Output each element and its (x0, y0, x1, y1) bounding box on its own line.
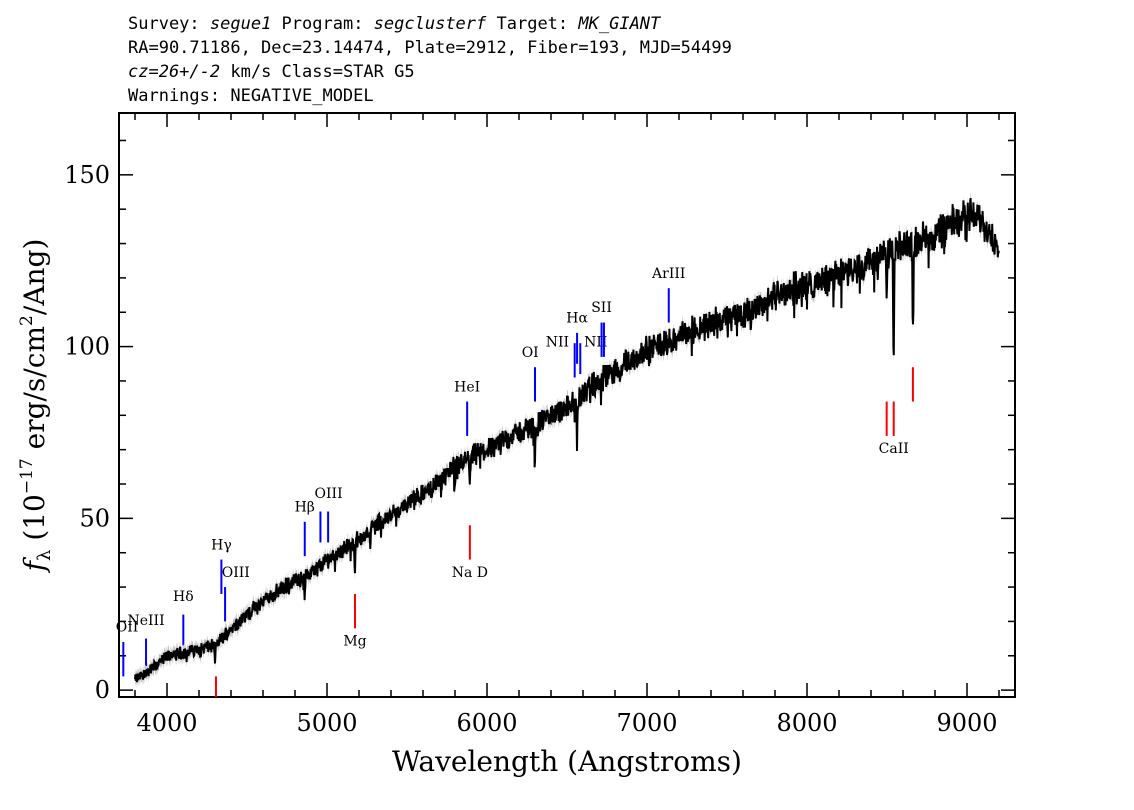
program-label: Program: (271, 14, 374, 34)
emission-line-label: NII (546, 335, 569, 351)
x-tick-label: 9000 (936, 709, 997, 737)
cz-value: cz=26+/-2 (128, 62, 221, 82)
y-label-unit2: erg/s/cm (18, 326, 51, 458)
header-line-3: cz=26+/-2 km/s Class=STAR G5 (128, 62, 415, 82)
spectrum-layer (134, 192, 1000, 689)
emission-line-label: Hβ (295, 499, 315, 515)
program-value: segclusterf (373, 14, 487, 34)
y-label-unit1: (10 (18, 494, 51, 549)
emission-line-label: OII (116, 620, 139, 636)
y-label-exp1: −17 (17, 458, 37, 494)
x-axis-label: Wavelength (Angstroms) (392, 745, 742, 778)
target-label: Target: (486, 14, 579, 34)
svg-text:fλ (10−17 erg/s/cm2/Ang): fλ (10−17 erg/s/cm2/Ang) (17, 239, 55, 574)
header-line-1: Survey: segue1 Program: segclusterf Targ… (128, 14, 660, 34)
x-tick-label: 8000 (776, 709, 837, 737)
y-label-unit3: /Ang) (18, 239, 51, 316)
line-markers: OIINeIIIHδHγOIIIHβOIIIHeIOINIIHαNIISIIAr… (116, 266, 914, 697)
y-label-sub: λ (34, 550, 55, 561)
survey-label: Survey: (128, 14, 210, 34)
y-tick-label: 150 (64, 161, 110, 189)
emission-line-label: Hδ (173, 589, 194, 605)
x-tick-label: 4000 (136, 709, 197, 737)
emission-line-label: Hα (566, 311, 588, 327)
emission-line-label: OI (522, 345, 539, 361)
absorption-line-label: Mg (343, 633, 366, 649)
y-tick-label: 50 (79, 504, 110, 532)
y-label-exp2: 2 (17, 315, 37, 326)
x-tick-label: 7000 (616, 709, 677, 737)
y-tick-label: 100 (64, 333, 110, 361)
x-tick-label: 6000 (456, 709, 517, 737)
emission-line-label: HeI (454, 379, 480, 395)
emission-line-label: OIII (315, 486, 343, 502)
tick-labels: 4000 5000 6000 7000 8000 9000 0 50 100 150 (64, 161, 997, 737)
y-tick-label: 0 (95, 676, 110, 704)
target-value: MK_GIANT (578, 14, 661, 34)
axis-ticks (119, 113, 1015, 697)
emission-line-label: NeIII (127, 613, 164, 629)
spectrum-line (134, 198, 1000, 683)
class-text: km/s Class=STAR G5 (220, 62, 415, 82)
emission-line-label: SII (591, 300, 612, 316)
header-line-2: RA=90.71186, Dec=23.14474, Plate=2912, F… (128, 38, 732, 58)
plot-frame (118, 112, 1016, 698)
emission-line-label: Hγ (211, 537, 232, 553)
emission-line-label: OIII (222, 565, 250, 581)
absorption-line-label: CaII (879, 441, 909, 457)
absorption-line-label: Na D (452, 565, 488, 581)
survey-value: segue1 (209, 14, 272, 34)
emission-line-label: ArIII (651, 266, 685, 282)
y-axis-label: fλ (10−17 erg/s/cm2/Ang) (17, 239, 55, 574)
x-tick-label: 5000 (296, 709, 357, 737)
header-line-4: Warnings: NEGATIVE_MODEL (128, 86, 374, 106)
